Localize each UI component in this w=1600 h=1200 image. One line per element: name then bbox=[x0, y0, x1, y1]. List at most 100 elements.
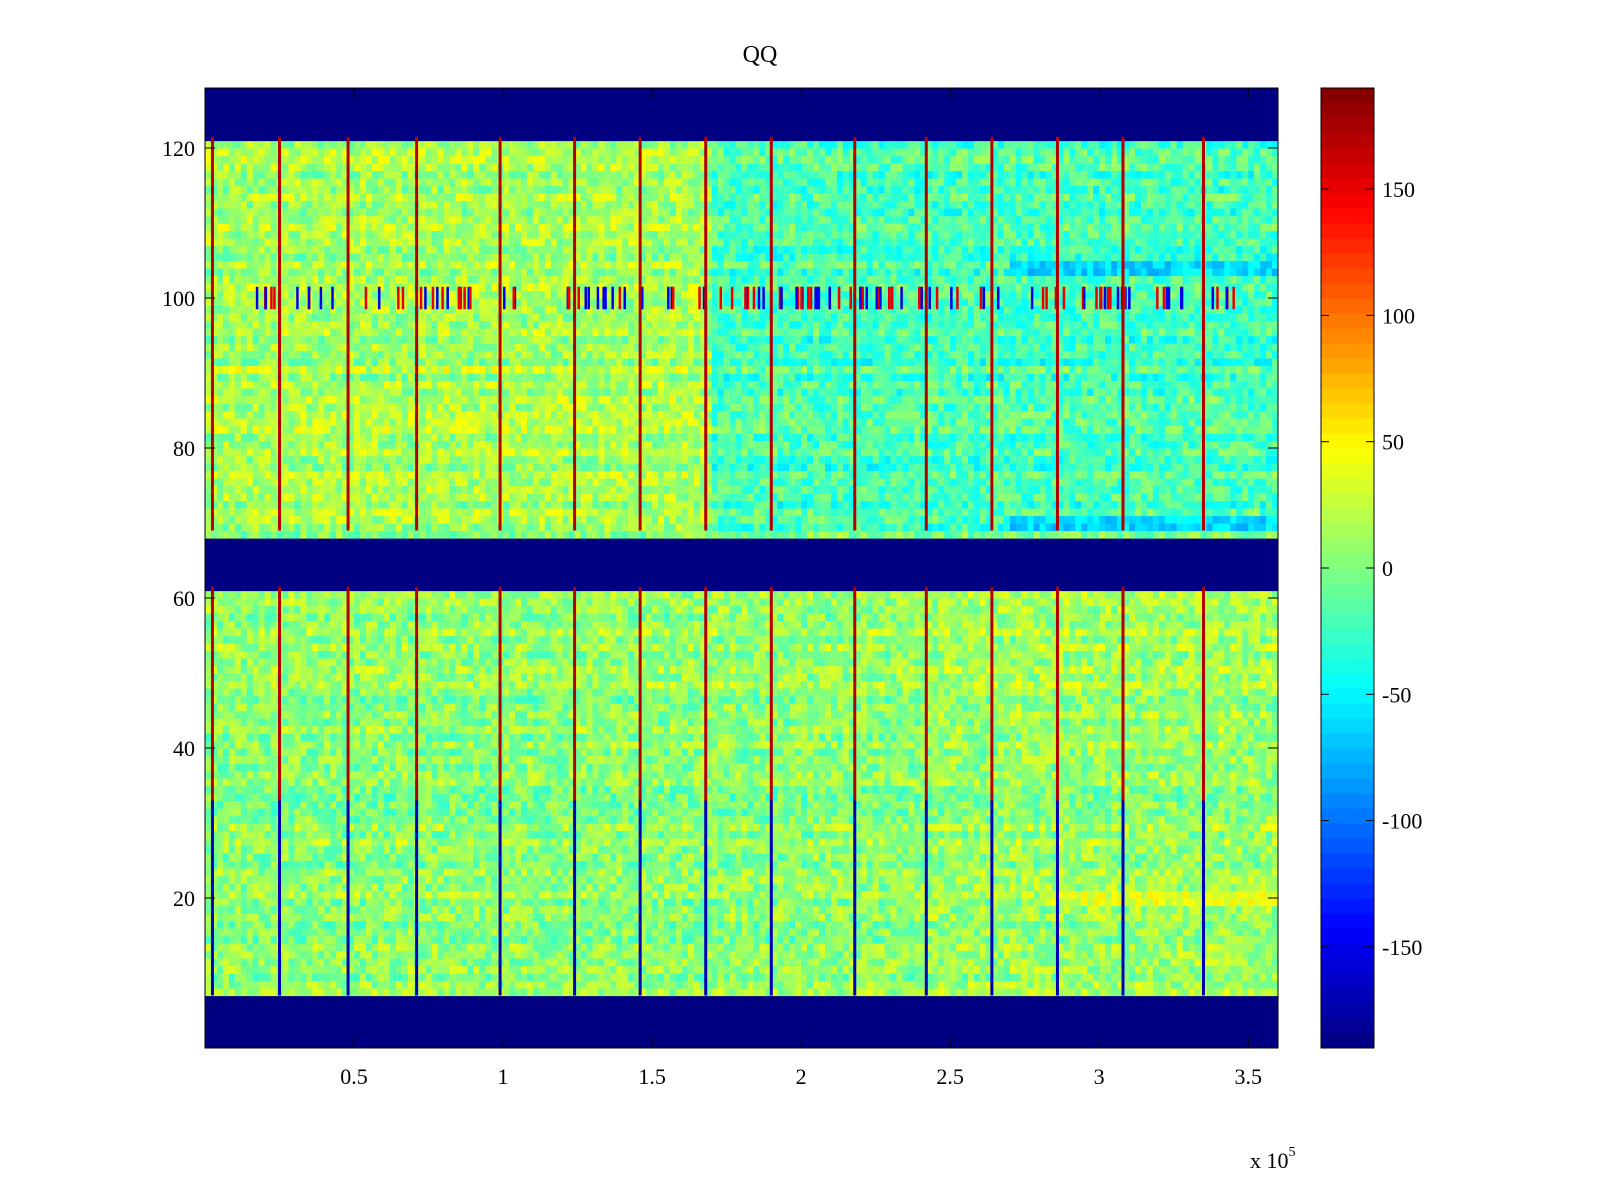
heatmap-cell bbox=[688, 1041, 695, 1049]
heatmap-cell bbox=[294, 846, 301, 854]
heatmap-cell bbox=[348, 1011, 355, 1019]
heatmap-cell bbox=[742, 966, 749, 974]
heatmap-cell bbox=[742, 988, 749, 996]
heatmap-cell bbox=[1141, 943, 1148, 951]
heatmap-cell bbox=[801, 846, 808, 854]
heatmap-cell bbox=[306, 861, 313, 869]
heatmap-cell bbox=[509, 1041, 516, 1049]
heatmap-cell bbox=[217, 1018, 224, 1026]
heatmap-cell bbox=[479, 936, 486, 944]
heatmap-cell bbox=[885, 846, 892, 854]
heatmap-cell bbox=[503, 1011, 510, 1019]
heatmap-cell bbox=[1147, 898, 1154, 906]
heatmap-cell bbox=[616, 861, 623, 869]
heatmap-cell bbox=[455, 966, 462, 974]
heatmap-cell bbox=[282, 1041, 289, 1049]
heatmap-cell bbox=[879, 883, 886, 891]
heatmap-cell bbox=[712, 1041, 719, 1049]
heatmap-cell bbox=[1063, 966, 1070, 974]
heatmap-cell bbox=[962, 846, 969, 854]
heatmap-cell bbox=[867, 853, 874, 861]
heatmap-cell bbox=[300, 876, 307, 884]
heatmap-cell bbox=[1093, 981, 1100, 989]
heatmap-cell bbox=[1075, 928, 1082, 936]
heatmap-cell bbox=[473, 966, 480, 974]
heatmap-cell bbox=[1016, 1011, 1023, 1019]
heatmap-cell bbox=[736, 958, 743, 966]
heatmap-cell bbox=[879, 988, 886, 996]
heatmap-cell bbox=[485, 883, 492, 891]
heatmap-cell bbox=[592, 951, 599, 959]
heatmap-cell bbox=[795, 853, 802, 861]
heatmap-cell bbox=[1254, 853, 1261, 861]
heatmap-cell bbox=[622, 996, 629, 1004]
heatmap-cell bbox=[563, 951, 570, 959]
heatmap-cell bbox=[557, 973, 564, 981]
heatmap-cell bbox=[879, 1041, 886, 1049]
heatmap-cell bbox=[420, 1003, 427, 1011]
heatmap-cell bbox=[652, 958, 659, 966]
heatmap-cell bbox=[1135, 988, 1142, 996]
heatmap-cell bbox=[533, 1026, 540, 1034]
heatmap-cell bbox=[1212, 988, 1219, 996]
heatmap-cell bbox=[1105, 1018, 1112, 1026]
heatmap-cell bbox=[336, 996, 343, 1004]
heatmap-cell bbox=[1260, 943, 1267, 951]
heatmap-cell bbox=[1069, 906, 1076, 914]
heatmap-cell bbox=[479, 928, 486, 936]
heatmap-cell bbox=[396, 943, 403, 951]
heatmap-cell bbox=[1123, 1026, 1130, 1034]
heatmap-cell bbox=[473, 1033, 480, 1041]
heatmap-cell bbox=[384, 996, 391, 1004]
heatmap-cell bbox=[1028, 1011, 1035, 1019]
heatmap-cell bbox=[652, 846, 659, 854]
heatmap-cell bbox=[783, 1041, 790, 1049]
heatmap-cell bbox=[443, 988, 450, 996]
heatmap-cell bbox=[259, 936, 266, 944]
heatmap-cell bbox=[372, 981, 379, 989]
heatmap-cell bbox=[1040, 1041, 1047, 1049]
heatmap-cell bbox=[759, 846, 766, 854]
heatmap-cell bbox=[813, 891, 820, 899]
heatmap-cell bbox=[765, 1026, 772, 1034]
heatmap-cell bbox=[229, 898, 236, 906]
heatmap-cell bbox=[330, 883, 337, 891]
heatmap-cell bbox=[771, 1041, 778, 1049]
heatmap-cell bbox=[622, 1011, 629, 1019]
heatmap-cell bbox=[1135, 966, 1142, 974]
heatmap-cell bbox=[277, 1033, 284, 1041]
heatmap-cell bbox=[437, 853, 444, 861]
heatmap-cell bbox=[1004, 958, 1011, 966]
heatmap-cell bbox=[259, 921, 266, 929]
heatmap-cell bbox=[1099, 906, 1106, 914]
heatmap-cell bbox=[342, 1011, 349, 1019]
heatmap-cell bbox=[742, 921, 749, 929]
heatmap-cell bbox=[634, 996, 641, 1004]
heatmap-cell bbox=[1034, 921, 1041, 929]
heatmap-cell bbox=[885, 988, 892, 996]
heatmap-cell bbox=[819, 1041, 826, 1049]
heatmap-cell bbox=[1034, 988, 1041, 996]
heatmap-cell bbox=[747, 913, 754, 921]
heatmap-cell bbox=[664, 951, 671, 959]
heatmap-cell bbox=[324, 838, 331, 846]
heatmap-cell bbox=[1171, 996, 1178, 1004]
heatmap-cell bbox=[771, 1026, 778, 1034]
heatmap-cell bbox=[598, 1011, 605, 1019]
heatmap-cell bbox=[694, 921, 701, 929]
heatmap-cell bbox=[551, 921, 558, 929]
heatmap-cell bbox=[1224, 1041, 1231, 1049]
heatmap-cell bbox=[1212, 853, 1219, 861]
heatmap-cell bbox=[712, 868, 719, 876]
heatmap-cell bbox=[789, 973, 796, 981]
heatmap-cell bbox=[1206, 883, 1213, 891]
heatmap-cell bbox=[1260, 951, 1267, 959]
heatmap-cell bbox=[843, 1011, 850, 1019]
heatmap-cell bbox=[241, 1041, 248, 1049]
heatmap-cell bbox=[1141, 1003, 1148, 1011]
heatmap-cell bbox=[598, 891, 605, 899]
heatmap-cell bbox=[742, 1026, 749, 1034]
heatmap-cell bbox=[861, 861, 868, 869]
heatmap-cell bbox=[1195, 1041, 1202, 1049]
heatmap-cell bbox=[783, 838, 790, 846]
